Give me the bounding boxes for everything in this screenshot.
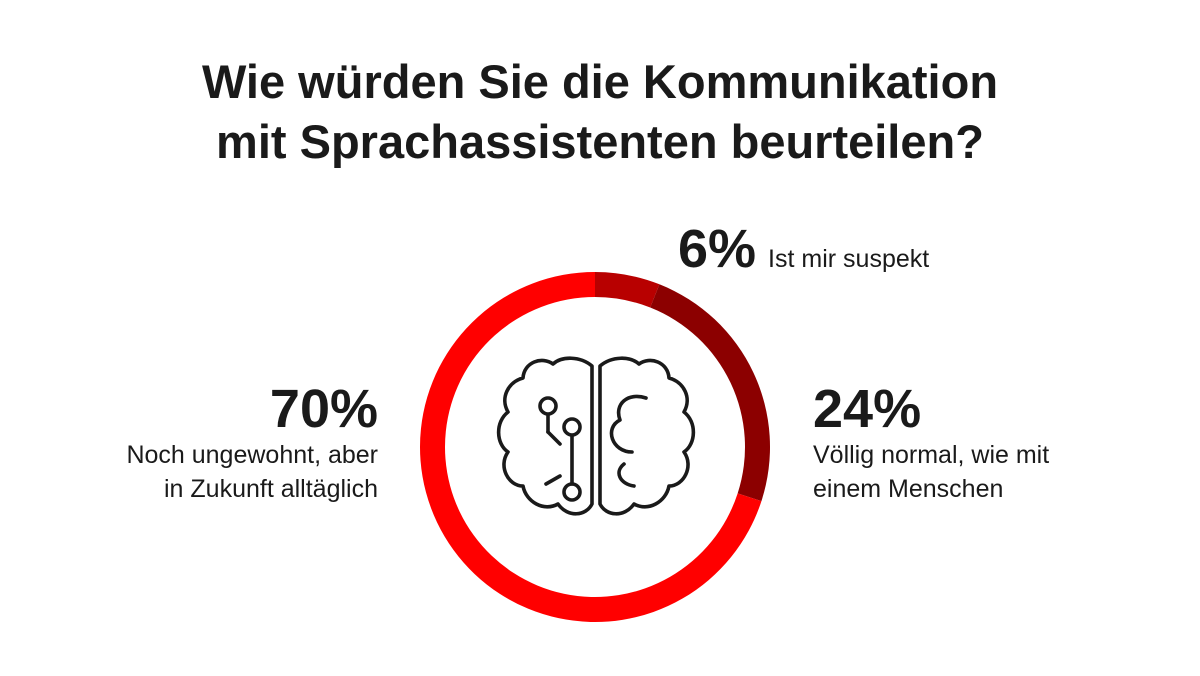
chart-title-line-2: mit Sprachassistenten beurteilen? [216,115,984,168]
chart-title: Wie würden Sie die Kommunikation mit Spr… [0,52,1200,172]
label-normal-text-line-2: einem Menschen [813,475,1004,503]
label-ungewohnt-text-line-2: in Zukunft alltäglich [163,475,378,503]
label-ungewohnt-text-line-1: Noch ungewohnt, aber [126,441,378,469]
label-normal-text-line-1: Völlig normal, wie mit [813,441,1050,469]
label-suspekt: 6% Ist mir suspekt [678,220,929,278]
donut-slices [420,272,770,622]
brain-circuit-icon [496,356,696,516]
label-ungewohnt: 70% Noch ungewohnt, aber in Zukunft allt… [126,380,378,506]
donut-slice-1 [595,272,660,308]
label-ungewohnt-text: Noch ungewohnt, aber in Zukunft alltägli… [126,438,378,506]
label-suspekt-value: 6% [678,219,757,279]
chart-title-line-1: Wie würden Sie die Kommunikation [201,55,999,108]
label-normal-text: Völlig normal, wie mit einem Menschen [813,438,1049,506]
label-suspekt-text: Ist mir suspekt [768,245,930,273]
label-ungewohnt-value: 70% [269,379,378,439]
donut-slice-2 [650,284,770,502]
label-normal: 24% Völlig normal, wie mit einem Mensche… [813,380,1049,506]
label-normal-value: 24% [813,379,922,439]
